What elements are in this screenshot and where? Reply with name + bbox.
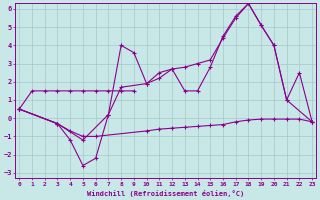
- X-axis label: Windchill (Refroidissement éolien,°C): Windchill (Refroidissement éolien,°C): [87, 190, 244, 197]
